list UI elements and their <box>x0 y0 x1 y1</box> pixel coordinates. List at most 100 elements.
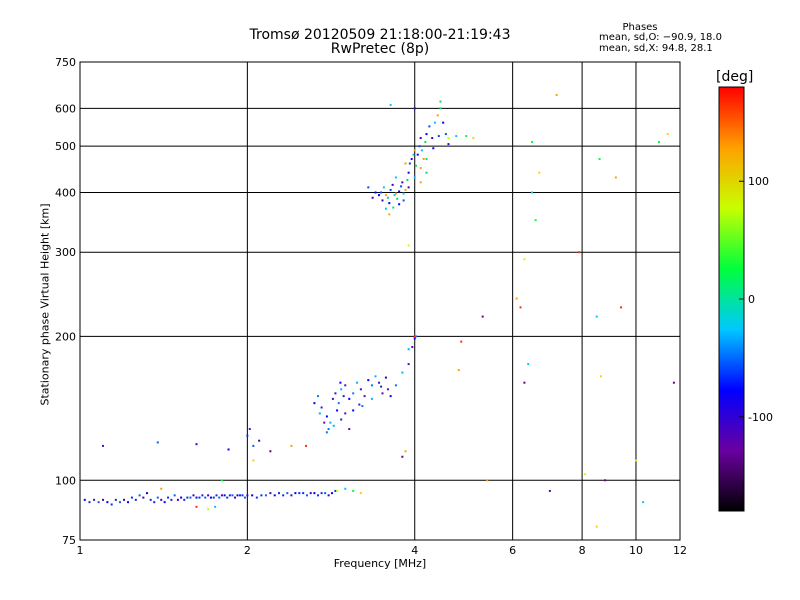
data-point <box>269 450 272 453</box>
data-point <box>220 494 223 497</box>
data-point <box>305 444 308 447</box>
data-point <box>384 194 387 197</box>
data-point <box>523 381 526 384</box>
data-point <box>416 153 419 156</box>
data-point <box>370 397 373 400</box>
x-tick-label: 1 <box>77 544 84 557</box>
data-point <box>408 162 411 165</box>
data-point <box>398 203 401 206</box>
data-point <box>402 199 405 202</box>
data-point <box>334 489 337 492</box>
data-point <box>329 421 332 424</box>
data-point <box>381 392 384 395</box>
data-point <box>419 167 422 170</box>
data-point <box>163 501 166 504</box>
data-point <box>370 384 373 387</box>
data-point <box>402 192 405 195</box>
data-point <box>198 496 201 499</box>
data-point <box>437 135 440 138</box>
data-point <box>337 402 340 405</box>
data-point <box>407 348 410 351</box>
data-point <box>424 141 427 144</box>
data-point <box>400 185 403 188</box>
data-point <box>455 135 458 138</box>
data-point <box>433 121 436 124</box>
plot-frame <box>79 61 681 541</box>
data-point <box>340 418 343 421</box>
data-point <box>317 395 320 398</box>
data-point <box>218 496 221 499</box>
data-point <box>401 371 404 374</box>
data-point <box>305 494 308 497</box>
data-point <box>666 133 669 136</box>
data-point <box>595 315 598 318</box>
data-point <box>425 158 428 161</box>
data-point <box>313 402 316 405</box>
data-point <box>367 379 370 382</box>
x-tick-label: 2 <box>244 544 251 557</box>
data-point <box>413 149 416 152</box>
data-point <box>425 133 428 136</box>
data-point <box>83 498 86 501</box>
data-point <box>146 492 149 495</box>
data-point <box>255 496 258 499</box>
data-point <box>264 494 267 497</box>
data-point <box>327 428 330 431</box>
x-axis-ticks: 1 2 4 6 8 10 12 <box>77 544 688 557</box>
data-point <box>207 508 210 511</box>
data-point <box>486 479 489 482</box>
data-point <box>460 340 463 343</box>
data-point <box>156 496 159 499</box>
data-point <box>195 443 198 446</box>
data-point <box>173 494 176 497</box>
data-point <box>331 492 334 495</box>
data-point <box>381 199 384 202</box>
data-point <box>599 375 602 378</box>
grid-lines <box>80 62 680 540</box>
data-point <box>356 381 359 384</box>
data-point <box>212 496 215 499</box>
data-point <box>183 498 186 501</box>
data-point <box>371 196 374 199</box>
data-point <box>657 141 660 144</box>
x-axis-label: Frequency [MHz] <box>333 557 427 570</box>
data-point <box>378 381 381 384</box>
chart-title: Tromsø 20120509 21:18:00-21:19:43 <box>249 27 511 43</box>
data-point <box>320 406 323 409</box>
data-point <box>401 455 404 458</box>
data-point <box>294 492 297 495</box>
data-point <box>201 494 204 497</box>
data-point <box>204 496 207 499</box>
data-point <box>352 392 355 395</box>
data-point <box>436 114 439 117</box>
data-point <box>389 395 392 398</box>
data-point <box>555 93 558 96</box>
data-point <box>342 395 345 398</box>
data-point <box>282 494 285 497</box>
data-point <box>339 381 342 384</box>
data-point <box>180 496 183 499</box>
y-tick-label: 750 <box>55 56 76 69</box>
y-tick-label: 200 <box>55 330 76 343</box>
data-point <box>176 498 179 501</box>
x-tick-label: 8 <box>579 544 586 557</box>
chart-subtitle: RwPretec (8p) <box>330 41 430 57</box>
data-point <box>309 492 312 495</box>
data-point <box>413 335 416 338</box>
data-point <box>363 395 366 398</box>
data-point <box>389 188 392 191</box>
data-point <box>392 206 395 209</box>
data-point <box>214 505 217 508</box>
data-point <box>534 219 537 222</box>
data-point <box>248 428 251 431</box>
data-point <box>359 388 362 391</box>
data-point <box>620 306 623 309</box>
data-point <box>394 176 397 179</box>
data-point <box>138 494 141 497</box>
data-point <box>195 505 198 508</box>
colorbar-unit: [deg] <box>716 69 754 85</box>
data-point <box>411 346 414 349</box>
data-point <box>298 492 301 495</box>
data-point <box>634 459 637 462</box>
